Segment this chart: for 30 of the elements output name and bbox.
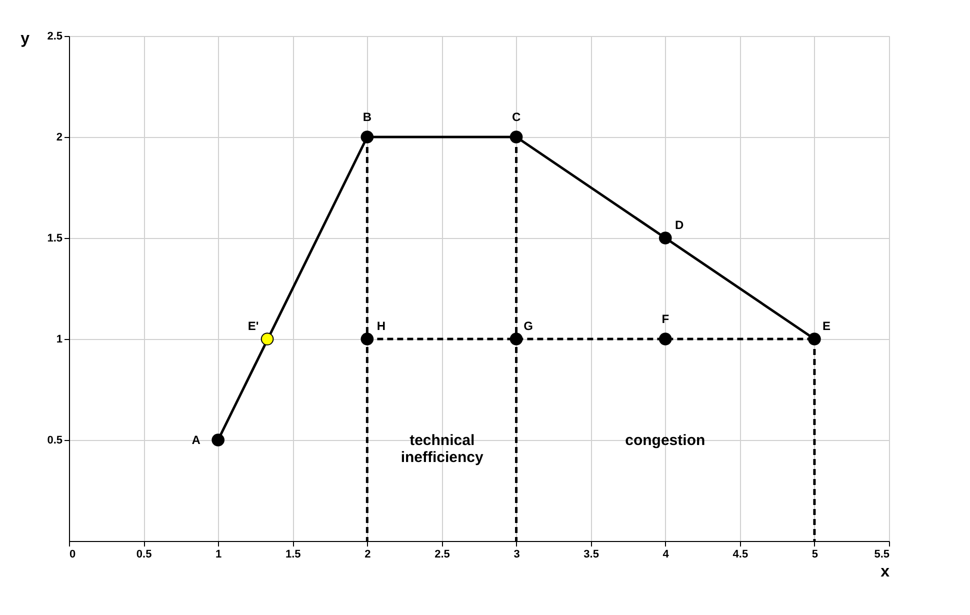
x-tick-label: 5: [812, 548, 818, 560]
annotation: E: [822, 319, 830, 333]
y-tick-label: 2.5: [47, 30, 62, 42]
y-tick-label: 0.5: [47, 434, 62, 446]
x-tick-label: 1.5: [285, 548, 301, 560]
y-tick-label: 2: [56, 132, 62, 144]
x-tick-label: 3: [514, 548, 520, 560]
x-tick-label: 2.5: [434, 548, 450, 560]
annotation: congestion: [625, 432, 706, 449]
x-tick-label: 3.5: [584, 548, 599, 560]
annotation: A: [192, 433, 201, 447]
x-tick-label: 0.5: [136, 548, 152, 560]
x-axis-title: x: [880, 564, 890, 580]
annotation: B: [362, 110, 372, 124]
x-tick-label: 4: [662, 548, 670, 560]
x-tick-label: 5.5: [874, 548, 890, 560]
annotation: D: [675, 218, 684, 232]
annotation: G: [524, 319, 533, 333]
y-tick-label: 1.5: [47, 232, 62, 244]
annotation: F: [662, 312, 670, 326]
annotation: C: [512, 110, 521, 124]
x-tick-label: 1: [216, 548, 222, 560]
y-axis-title: y: [20, 30, 30, 48]
annotation: E': [248, 319, 259, 333]
x-tick-label: 4.5: [732, 548, 748, 560]
y-tick-label: 1: [56, 334, 62, 346]
annotation: technical inefficiency: [400, 432, 484, 466]
x-tick-label: 0: [70, 548, 76, 560]
x-tick-label: 2: [364, 548, 371, 560]
annotation: H: [376, 319, 386, 333]
